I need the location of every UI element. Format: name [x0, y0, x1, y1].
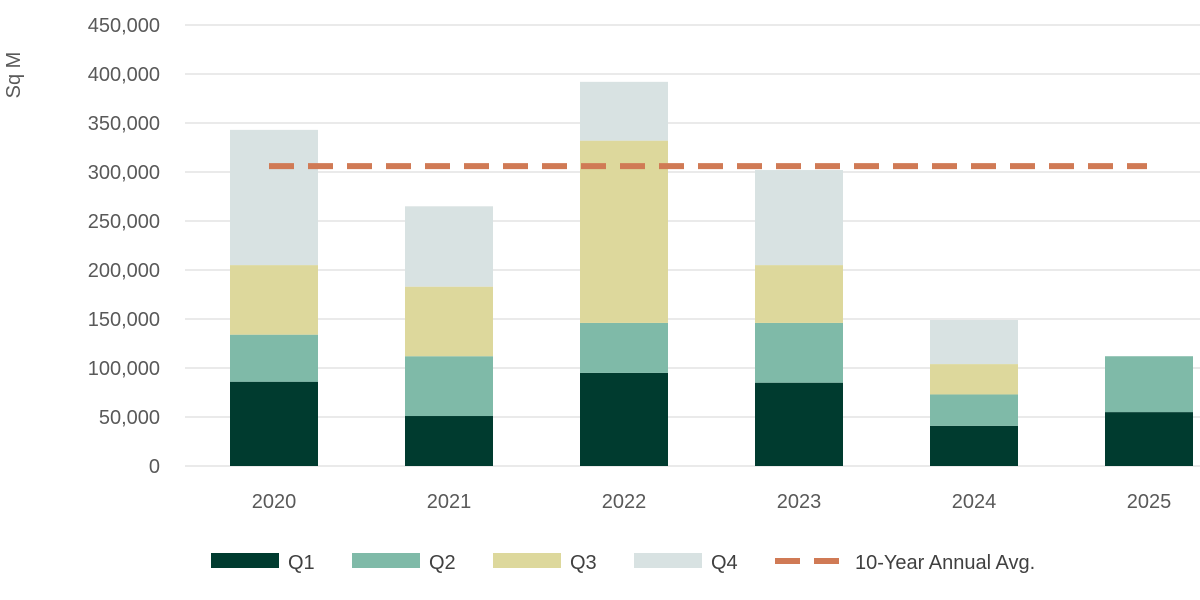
- y-tick-label: 150,000: [88, 309, 160, 331]
- bar-2022-q3: [580, 140, 668, 323]
- legend-label: Q3: [570, 552, 597, 574]
- bar-2020-q4: [230, 129, 318, 266]
- bar-2023-q3: [755, 265, 843, 323]
- bar-2021-q2: [405, 356, 493, 417]
- bar-2023-q1: [755, 382, 843, 466]
- y-tick-label: 100,000: [88, 358, 160, 380]
- x-tick-label: 2023: [777, 491, 822, 513]
- x-tick-label: 2025: [1127, 491, 1172, 513]
- bar-2020-q1: [230, 381, 318, 466]
- legend-label: 10-Year Annual Avg.: [855, 552, 1035, 574]
- y-tick-label: 200,000: [88, 260, 160, 282]
- legend-swatch-q3: [493, 553, 561, 568]
- y-tick-label: 0: [149, 456, 160, 478]
- bar-2023-q2: [755, 322, 843, 383]
- x-tick-label: 2022: [602, 491, 647, 513]
- y-tick-label: 450,000: [88, 15, 160, 37]
- x-tick-label: 2021: [427, 491, 472, 513]
- legend-label: Q1: [288, 552, 315, 574]
- bar-2023-q4: [755, 170, 843, 266]
- y-tick-label: 300,000: [88, 162, 160, 184]
- bar-2021-q4: [405, 206, 493, 287]
- bar-2025-q1: [1105, 412, 1193, 466]
- legend-swatch-q2: [352, 553, 420, 568]
- x-axis-ticks: 2020 2021 2022 2023 2024 2025: [252, 491, 1172, 513]
- bar-2022-q2: [580, 322, 668, 373]
- x-tick-label: 2020: [252, 491, 297, 513]
- bar-2024-q2: [930, 394, 1018, 426]
- bar-2024-q3: [930, 364, 1018, 395]
- bar-2020-q3: [230, 265, 318, 335]
- bar-2021-q1: [405, 416, 493, 466]
- legend-label: Q2: [429, 552, 456, 574]
- bar-2025-q2: [1105, 356, 1193, 413]
- bar-2020-q2: [230, 334, 318, 382]
- y-tick-label: 400,000: [88, 64, 160, 86]
- y-tick-label: 50,000: [99, 407, 160, 429]
- bar-2021-q3: [405, 286, 493, 357]
- y-axis-title: Sq M: [3, 52, 25, 99]
- y-axis-ticks: 0 50,000 100,000 150,000 200,000 250,000 300,0…: [88, 15, 160, 478]
- legend-swatch-q4: [634, 553, 702, 568]
- x-tick-label: 2024: [952, 491, 997, 513]
- bar-2024-q4: [930, 319, 1018, 365]
- y-tick-label: 350,000: [88, 113, 160, 135]
- y-tick-label: 250,000: [88, 211, 160, 233]
- bar-2024-q1: [930, 425, 1018, 466]
- legend: Q1 Q2 Q3 Q4 10-Year Annual Avg.: [211, 552, 1035, 574]
- legend-swatch-q1: [211, 553, 279, 568]
- legend-label: Q4: [711, 552, 738, 574]
- gridlines: [185, 24, 1200, 467]
- bars: [230, 81, 1193, 466]
- bar-2022-q1: [580, 372, 668, 466]
- bar-2022-q4: [580, 81, 668, 141]
